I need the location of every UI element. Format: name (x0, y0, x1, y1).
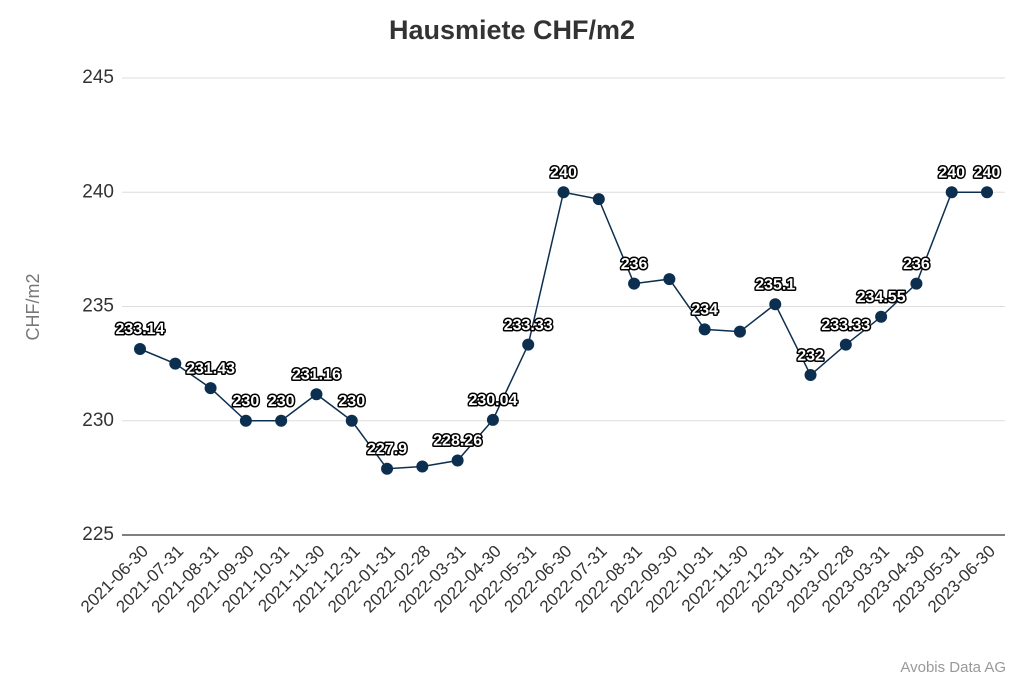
point (945, 186, 958, 199)
point (310, 388, 323, 401)
data-label: 227.9 (367, 441, 407, 458)
data-label: 235.1 (755, 276, 795, 293)
point (381, 462, 394, 475)
y-tick-label: 240 (82, 181, 114, 202)
point (592, 193, 605, 206)
point (416, 460, 429, 473)
point (839, 338, 852, 351)
point (134, 343, 146, 356)
data-label: 240 (550, 164, 577, 181)
data-label: 236 (621, 256, 648, 273)
data-label: 230.04 (468, 392, 517, 409)
point (239, 414, 252, 427)
data-label: 230 (233, 393, 260, 410)
chart-title: Hausmiete CHF/m2 (389, 15, 635, 45)
point (628, 277, 641, 290)
y-tick-label: 245 (82, 67, 114, 88)
point (486, 413, 499, 426)
point (733, 325, 746, 338)
point (275, 414, 288, 427)
data-label: 228.26 (433, 433, 482, 450)
data-label: 230 (268, 393, 295, 410)
point (522, 338, 535, 351)
point (663, 273, 676, 286)
data-label: 230 (338, 393, 365, 410)
point (981, 186, 993, 199)
data-label: 234.55 (857, 289, 906, 306)
data-label: 233.33 (821, 317, 870, 334)
data-label: 240 (938, 164, 965, 181)
point (169, 357, 182, 370)
point (345, 414, 358, 427)
point (875, 310, 888, 323)
data-label: 231.16 (292, 366, 341, 383)
data-label: 231.43 (186, 360, 235, 377)
y-axis-label: CHF/m2 (23, 274, 43, 341)
point (910, 277, 923, 290)
point (204, 382, 217, 395)
data-label: 236 (903, 256, 930, 273)
point (557, 186, 570, 199)
data-label: 233.33 (504, 317, 553, 334)
point (698, 323, 711, 336)
y-tick-label: 235 (82, 296, 114, 317)
y-tick-label: 225 (82, 524, 114, 545)
data-label: 240 (974, 164, 1001, 181)
data-label: 233.14 (116, 321, 165, 338)
y-tick-label: 230 (82, 410, 114, 431)
data-label: 234 (691, 302, 718, 319)
point (769, 298, 782, 311)
point (804, 369, 817, 382)
point (451, 454, 464, 467)
source: Avobis Data AG (900, 659, 1006, 676)
data-label: 232 (797, 347, 824, 364)
